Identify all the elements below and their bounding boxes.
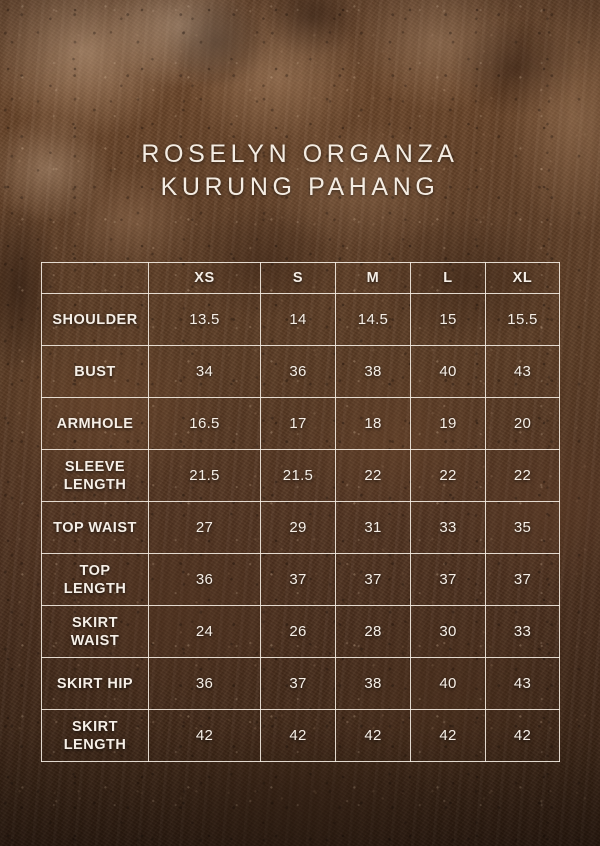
measurement-cell: 40 — [410, 657, 486, 710]
measurement-cell: 16.5 — [148, 397, 261, 450]
row-label: TOP LENGTH — [41, 553, 149, 606]
table-row: BUST 34 36 38 40 43 — [41, 345, 560, 398]
measurement-cell: 15.5 — [485, 293, 560, 346]
table-header: XS S M L XL — [41, 262, 560, 294]
measurement-cell: 37 — [410, 553, 486, 606]
measurement-cell: 37 — [335, 553, 411, 606]
table-row: SKIRT HIP 36 37 38 40 43 — [41, 657, 560, 710]
measurement-cell: 42 — [260, 709, 336, 762]
measurement-cell: 18 — [335, 397, 411, 450]
measurement-cell: 42 — [410, 709, 486, 762]
header-row: XS S M L XL — [41, 262, 560, 294]
measurement-cell: 36 — [260, 345, 336, 398]
measurement-cell: 24 — [148, 605, 261, 658]
header-size-xs: XS — [148, 262, 261, 294]
measurement-cell: 43 — [485, 345, 560, 398]
measurement-cell: 42 — [335, 709, 411, 762]
measurement-cell: 31 — [335, 501, 411, 554]
measurement-cell: 36 — [148, 553, 261, 606]
measurement-cell: 21.5 — [260, 449, 336, 502]
measurement-cell: 27 — [148, 501, 261, 554]
measurement-cell: 14.5 — [335, 293, 411, 346]
header-corner-cell — [41, 262, 149, 294]
header-size-m: M — [335, 262, 411, 294]
table-row: ARMHOLE 16.5 17 18 19 20 — [41, 397, 560, 450]
measurement-cell: 13.5 — [148, 293, 261, 346]
measurement-cell: 37 — [260, 657, 336, 710]
page-title: ROSELYN ORGANZA KURUNG PAHANG — [0, 138, 600, 204]
table-row: SLEEVE LENGTH 21.5 21.5 22 22 22 — [41, 449, 560, 502]
measurement-cell: 33 — [410, 501, 486, 554]
table-row: SHOULDER 13.5 14 14.5 15 15.5 — [41, 293, 560, 346]
measurement-cell: 33 — [485, 605, 560, 658]
measurement-cell: 21.5 — [148, 449, 261, 502]
measurement-cell: 19 — [410, 397, 486, 450]
row-label: SKIRT LENGTH — [41, 709, 149, 762]
measurement-cell: 37 — [260, 553, 336, 606]
measurement-cell: 42 — [485, 709, 560, 762]
table-body: SHOULDER 13.5 14 14.5 15 15.5 BUST 34 36 38 40 43 AR… — [41, 293, 560, 762]
row-label: ARMHOLE — [41, 397, 149, 450]
measurement-cell: 36 — [148, 657, 261, 710]
title-line-2: KURUNG PAHANG — [160, 173, 440, 201]
measurement-cell: 40 — [410, 345, 486, 398]
measurement-cell: 42 — [148, 709, 261, 762]
header-size-s: S — [260, 262, 336, 294]
measurement-cell: 14 — [260, 293, 336, 346]
measurement-cell: 22 — [485, 449, 560, 502]
measurement-cell: 15 — [410, 293, 486, 346]
row-label: SHOULDER — [41, 293, 149, 346]
measurement-cell: 37 — [485, 553, 560, 606]
table-row: TOP LENGTH 36 37 37 37 37 — [41, 553, 560, 606]
table-row: TOP WAIST 27 29 31 33 35 — [41, 501, 560, 554]
table-row: SKIRT LENGTH 42 42 42 42 42 — [41, 709, 560, 762]
measurement-cell: 28 — [335, 605, 411, 658]
row-label: SKIRT WAIST — [41, 605, 149, 658]
measurement-cell: 22 — [335, 449, 411, 502]
size-chart-table: XS S M L XL SHOULDER 13.5 14 14.5 15 15.5 BUST… — [41, 262, 560, 762]
row-label: SKIRT HIP — [41, 657, 149, 710]
title-line-1: ROSELYN ORGANZA — [141, 140, 459, 168]
measurement-cell: 38 — [335, 345, 411, 398]
measurement-cell: 38 — [335, 657, 411, 710]
row-label: BUST — [41, 345, 149, 398]
measurement-cell: 20 — [485, 397, 560, 450]
measurement-cell: 35 — [485, 501, 560, 554]
header-size-l: L — [410, 262, 486, 294]
measurement-cell: 29 — [260, 501, 336, 554]
measurement-cell: 17 — [260, 397, 336, 450]
header-size-xl: XL — [485, 262, 560, 294]
row-label: TOP WAIST — [41, 501, 149, 554]
table-row: SKIRT WAIST 24 26 28 30 33 — [41, 605, 560, 658]
measurement-cell: 26 — [260, 605, 336, 658]
measurement-cell: 34 — [148, 345, 261, 398]
measurement-cell: 22 — [410, 449, 486, 502]
measurement-cell: 30 — [410, 605, 486, 658]
measurement-cell: 43 — [485, 657, 560, 710]
row-label: SLEEVE LENGTH — [41, 449, 149, 502]
